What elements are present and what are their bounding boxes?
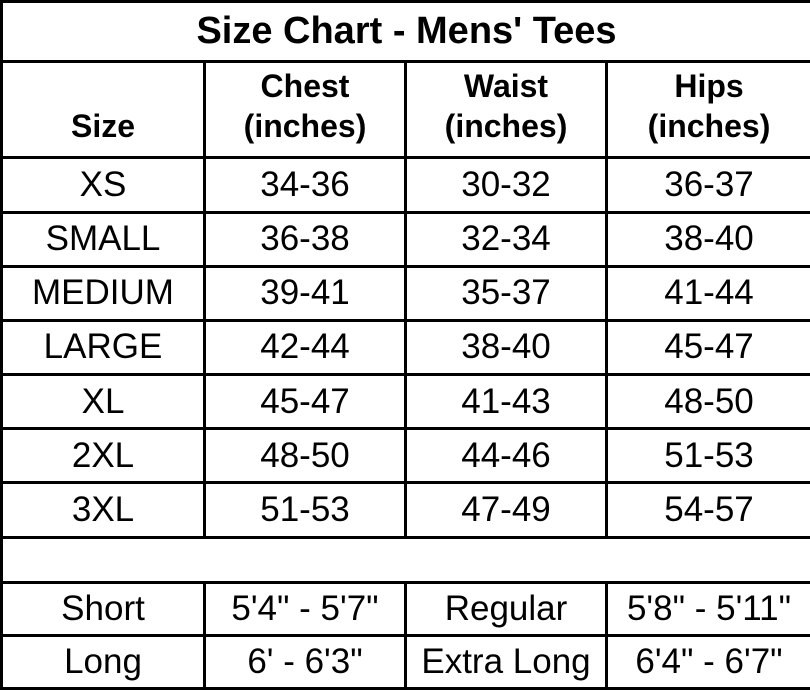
column-header-chest: Chest (inches): [203, 60, 407, 160]
height-range-cell: 5'8" - 5'11": [605, 580, 810, 637]
chest-cell: 39-41: [203, 264, 407, 322]
chest-cell: 51-53: [203, 481, 407, 539]
table-row-xl: XL 45-47 41-43 48-50: [0, 373, 810, 431]
size-cell: SMALL: [0, 210, 206, 268]
waist-cell: 47-49: [404, 481, 608, 539]
column-header-chest-unit: (inches): [243, 108, 367, 145]
column-header-waist-unit: (inches): [444, 108, 568, 145]
table-row-xs: XS 34-36 30-32 36-37: [0, 156, 810, 214]
table-row-long-extralong: Long 6' - 6'3" Extra Long 6'4" - 6'7": [0, 633, 810, 690]
waist-cell: 38-40: [404, 318, 608, 377]
size-cell: 3XL: [0, 481, 206, 539]
height-label-cell: Short: [0, 580, 206, 637]
hips-cell: 54-57: [605, 481, 810, 539]
chest-cell: 34-36: [203, 156, 407, 214]
column-header-size: Size: [0, 60, 206, 160]
waist-cell: 44-46: [404, 427, 608, 485]
waist-cell: 30-32: [404, 156, 608, 214]
hips-cell: 38-40: [605, 210, 810, 268]
table-row-medium: MEDIUM 39-41 35-37 41-44: [0, 264, 810, 322]
height-range-cell: 6'4" - 6'7": [605, 633, 810, 690]
column-header-waist: Waist (inches): [404, 60, 608, 160]
height-label-cell: Long: [0, 633, 206, 690]
column-header-chest-label: Chest: [260, 68, 350, 105]
height-label-cell: Extra Long: [404, 633, 608, 690]
height-range-cell: 5'4" - 5'7": [203, 580, 407, 637]
hips-cell: 51-53: [605, 427, 810, 485]
height-range-cell: 6' - 6'3": [203, 633, 407, 690]
column-header-size-label: Size: [70, 108, 136, 145]
chest-cell: 45-47: [203, 373, 407, 431]
size-cell: 2XL: [0, 427, 206, 485]
height-label-cell: Regular: [404, 580, 608, 637]
spacer-cell: [0, 535, 810, 584]
hips-cell: 36-37: [605, 156, 810, 214]
chest-cell: 36-38: [203, 210, 407, 268]
table-row-large: LARGE 42-44 38-40 45-47: [0, 318, 810, 377]
chest-cell: 48-50: [203, 427, 407, 485]
size-cell: XL: [0, 373, 206, 431]
hips-cell: 41-44: [605, 264, 810, 322]
column-header-hips-unit: (inches): [647, 108, 771, 145]
column-header-hips: Hips (inches): [605, 60, 810, 160]
table-row-3xl: 3XL 51-53 47-49 54-57: [0, 481, 810, 539]
table-row-small: SMALL 36-38 32-34 38-40: [0, 210, 810, 268]
table-row-2xl: 2XL 48-50 44-46 51-53: [0, 427, 810, 485]
column-header-waist-label: Waist: [463, 68, 549, 105]
table-row-short-regular: Short 5'4" - 5'7" Regular 5'8" - 5'11": [0, 580, 810, 637]
chart-title: Size Chart - Mens' Tees: [0, 0, 810, 64]
hips-cell: 45-47: [605, 318, 810, 377]
chest-cell: 42-44: [203, 318, 407, 377]
spacer-row: [0, 535, 810, 584]
waist-cell: 41-43: [404, 373, 608, 431]
size-cell: LARGE: [0, 318, 206, 377]
size-cell: MEDIUM: [0, 264, 206, 322]
waist-cell: 32-34: [404, 210, 608, 268]
hips-cell: 48-50: [605, 373, 810, 431]
waist-cell: 35-37: [404, 264, 608, 322]
column-header-hips-label: Hips: [674, 68, 744, 105]
size-cell: XS: [0, 156, 206, 214]
